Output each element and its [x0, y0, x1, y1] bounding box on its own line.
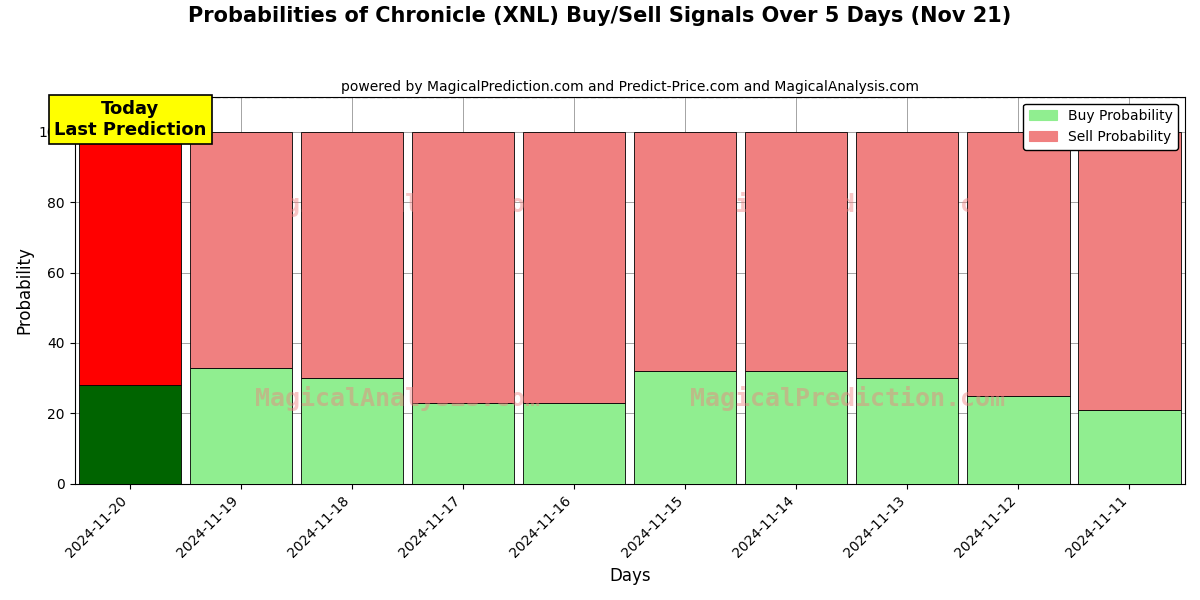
Bar: [190, 132, 293, 368]
Text: MagicalAnalysis.com          MagicalPrediction.com: MagicalAnalysis.com MagicalPrediction.co…: [254, 193, 1004, 217]
Bar: [523, 403, 625, 484]
Bar: [190, 368, 293, 484]
Legend: Buy Probability, Sell Probability: Buy Probability, Sell Probability: [1024, 103, 1178, 149]
Bar: [301, 132, 403, 378]
Bar: [967, 132, 1069, 396]
X-axis label: Days: Days: [610, 567, 650, 585]
Bar: [745, 371, 847, 484]
Bar: [412, 403, 515, 484]
Bar: [1079, 132, 1181, 410]
Y-axis label: Probability: Probability: [16, 246, 34, 334]
Text: MagicalAnalysis.com          MagicalPrediction.com: MagicalAnalysis.com MagicalPrediction.co…: [254, 386, 1004, 411]
Bar: [635, 132, 737, 371]
Bar: [1079, 410, 1181, 484]
Bar: [745, 132, 847, 371]
Bar: [635, 371, 737, 484]
Bar: [79, 385, 181, 484]
Bar: [857, 378, 959, 484]
Text: Today
Last Prediction: Today Last Prediction: [54, 100, 206, 139]
Bar: [523, 132, 625, 403]
Bar: [857, 132, 959, 378]
Title: powered by MagicalPrediction.com and Predict-Price.com and MagicalAnalysis.com: powered by MagicalPrediction.com and Pre…: [341, 80, 919, 94]
Bar: [967, 396, 1069, 484]
Text: Probabilities of Chronicle (XNL) Buy/Sell Signals Over 5 Days (Nov 21): Probabilities of Chronicle (XNL) Buy/Sel…: [188, 6, 1012, 26]
Bar: [79, 132, 181, 385]
Bar: [412, 132, 515, 403]
Bar: [301, 378, 403, 484]
